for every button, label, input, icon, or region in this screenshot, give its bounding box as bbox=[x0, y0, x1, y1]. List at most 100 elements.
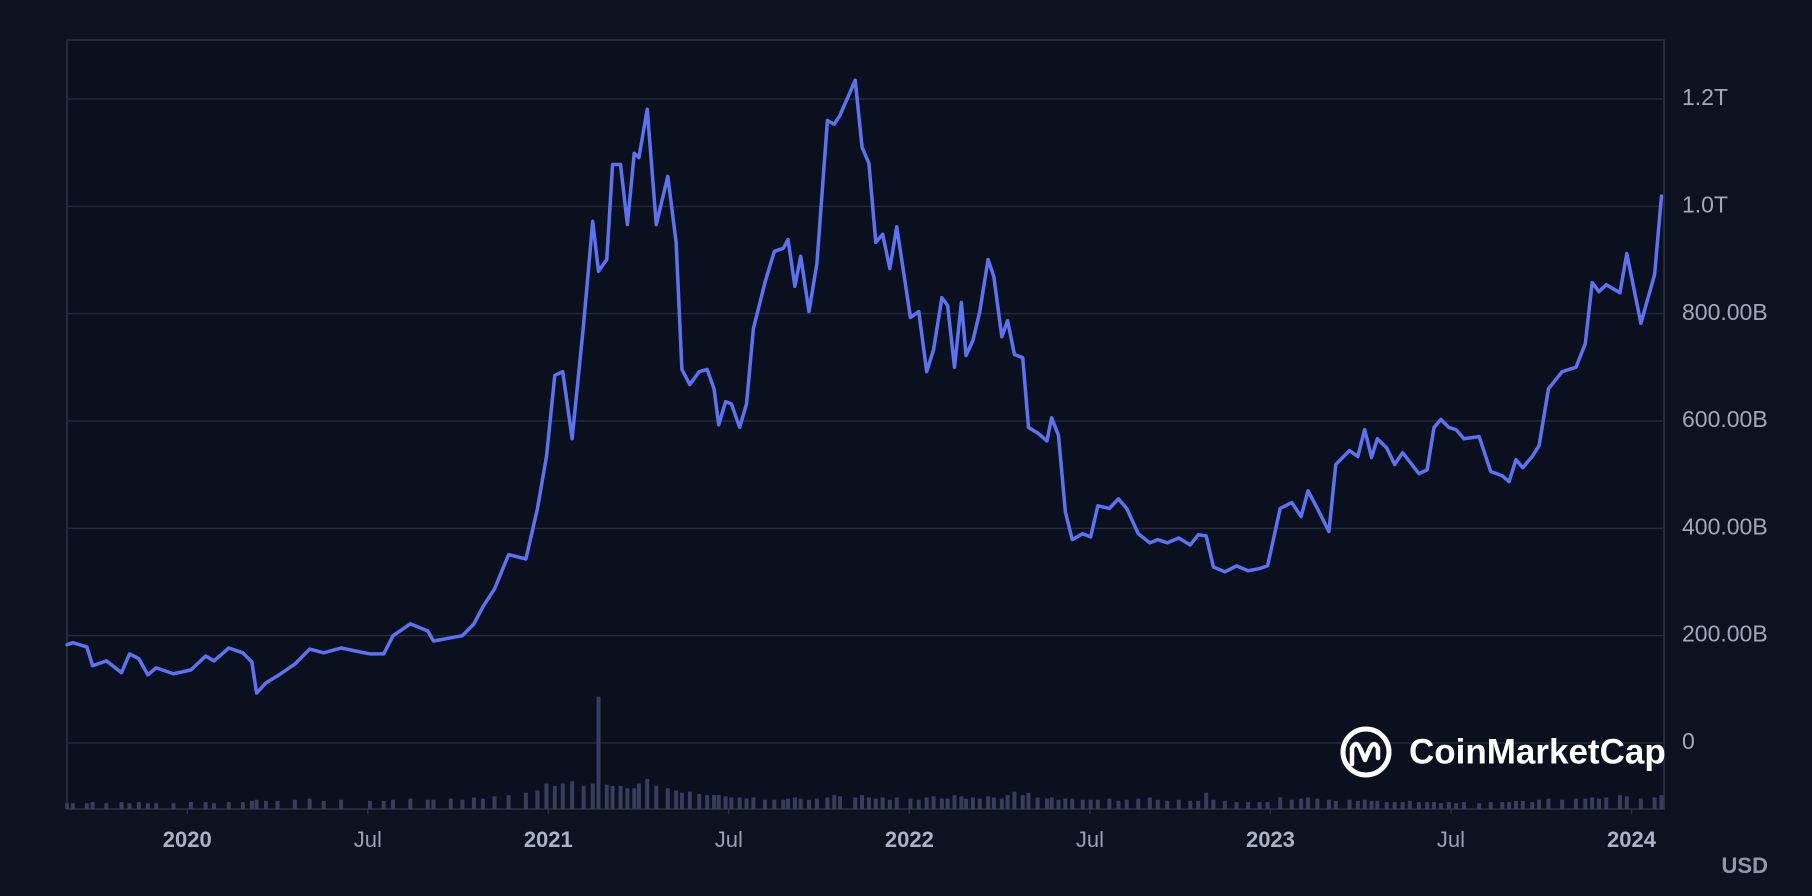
volume-bar bbox=[1546, 798, 1551, 809]
volume-bar bbox=[90, 802, 95, 809]
logo-icon bbox=[1340, 726, 1392, 778]
logo-mark bbox=[1349, 741, 1381, 767]
volume-bar bbox=[945, 798, 950, 809]
volume-bar bbox=[1257, 802, 1262, 809]
volume-bar bbox=[145, 803, 150, 809]
axis-labels: 0 200.00B 400.00B 600.00B 800.00B 1.0T 1.2T 202… bbox=[163, 84, 1768, 852]
x-tick-label: Jul bbox=[1076, 827, 1104, 852]
volume-bar bbox=[1375, 800, 1380, 809]
volume-bar bbox=[1070, 798, 1075, 809]
x-tick-label: 2024 bbox=[1607, 827, 1657, 852]
volume-bar bbox=[171, 803, 176, 809]
volume-bar bbox=[367, 800, 372, 809]
volume-bar bbox=[786, 798, 791, 809]
volume-bar bbox=[959, 796, 964, 809]
volume-bar bbox=[618, 785, 623, 809]
volume-bar bbox=[1530, 802, 1535, 809]
volume-bar bbox=[1049, 797, 1054, 809]
volume-bar bbox=[104, 803, 109, 809]
volume-bar bbox=[1315, 798, 1320, 809]
volume-bar bbox=[632, 788, 637, 809]
volume-bar bbox=[480, 798, 485, 809]
volume-bar bbox=[127, 803, 132, 809]
volume-bar bbox=[712, 795, 717, 809]
volume-bar bbox=[590, 783, 595, 809]
volume-bar bbox=[832, 795, 837, 809]
volume-bar bbox=[665, 788, 670, 809]
volume-bar bbox=[964, 798, 969, 809]
volume-bar bbox=[1454, 803, 1459, 809]
volume-bar bbox=[1188, 800, 1193, 809]
volume-bar bbox=[908, 798, 913, 809]
x-tick-label: 2023 bbox=[1246, 827, 1295, 852]
volume-bar bbox=[1432, 802, 1437, 809]
watermark-text: CoinMarketCap bbox=[1409, 732, 1666, 771]
volume-bar bbox=[1088, 799, 1093, 809]
volume-bar bbox=[781, 799, 786, 809]
volume-bar bbox=[249, 800, 254, 809]
volume-bar bbox=[1416, 802, 1421, 809]
volume-bar bbox=[687, 791, 692, 809]
volume-bar bbox=[1624, 796, 1629, 809]
volume-bar bbox=[570, 781, 575, 809]
volume-bar bbox=[523, 792, 528, 809]
volume-bar bbox=[1026, 792, 1031, 809]
volume-bar bbox=[838, 796, 843, 809]
volume-bar bbox=[723, 796, 728, 809]
volume-bar bbox=[1355, 800, 1360, 809]
volume-bar bbox=[1080, 799, 1085, 809]
volume-bar bbox=[1652, 797, 1657, 809]
volume-bar bbox=[1513, 800, 1518, 809]
volume-bar bbox=[1537, 799, 1542, 809]
volume-bar bbox=[744, 798, 749, 809]
volume-bar bbox=[762, 799, 767, 809]
volume-bar bbox=[1035, 797, 1040, 809]
volume-bar bbox=[737, 797, 742, 809]
volume-bar bbox=[887, 799, 892, 809]
volume-bar bbox=[292, 799, 297, 809]
y-tick-label: 1.0T bbox=[1682, 191, 1728, 217]
volume-bar bbox=[535, 790, 540, 809]
volume-bar bbox=[1369, 800, 1374, 809]
volume-bar bbox=[381, 800, 386, 809]
volume-bar bbox=[991, 797, 996, 809]
volume-bar bbox=[604, 784, 609, 809]
volume-bar bbox=[1362, 799, 1367, 809]
volume-bar bbox=[1211, 799, 1216, 809]
volume-bar bbox=[154, 803, 159, 809]
volume-bar bbox=[391, 799, 396, 809]
volume-bar bbox=[866, 797, 871, 809]
volume-bar bbox=[1638, 798, 1643, 809]
volume-bar bbox=[610, 785, 615, 809]
volume-bar bbox=[970, 797, 975, 809]
volume-bar bbox=[825, 797, 830, 809]
volume-bar bbox=[1155, 799, 1160, 809]
volume-bar bbox=[1604, 797, 1609, 809]
volume-bar bbox=[1246, 802, 1251, 809]
volume-bar bbox=[654, 785, 659, 809]
y-tick-label: 400.00B bbox=[1682, 513, 1768, 539]
volume-bar bbox=[952, 795, 957, 809]
volume-bar bbox=[697, 793, 702, 809]
volume-bar bbox=[1196, 800, 1201, 809]
volume-bar bbox=[1222, 800, 1227, 809]
volume-bar bbox=[1020, 795, 1025, 809]
volume-bar bbox=[448, 798, 453, 809]
volume-bar bbox=[1305, 797, 1310, 809]
volume-bar bbox=[1326, 799, 1331, 809]
volume-bar bbox=[798, 798, 803, 809]
volume-bars bbox=[65, 696, 1664, 809]
price-line-path bbox=[65, 78, 1664, 695]
volume-bar bbox=[924, 797, 929, 809]
volume-bar bbox=[705, 795, 710, 809]
volume-bar bbox=[894, 797, 899, 809]
x-tick-label: Jul bbox=[715, 827, 743, 852]
volume-bar bbox=[211, 803, 216, 809]
volume-bar bbox=[1124, 799, 1129, 809]
volume-bar bbox=[119, 802, 124, 809]
volume-bar bbox=[1299, 798, 1304, 809]
volume-bar bbox=[321, 800, 326, 809]
volume-bar bbox=[1477, 803, 1482, 809]
volume-bar bbox=[1012, 791, 1017, 809]
